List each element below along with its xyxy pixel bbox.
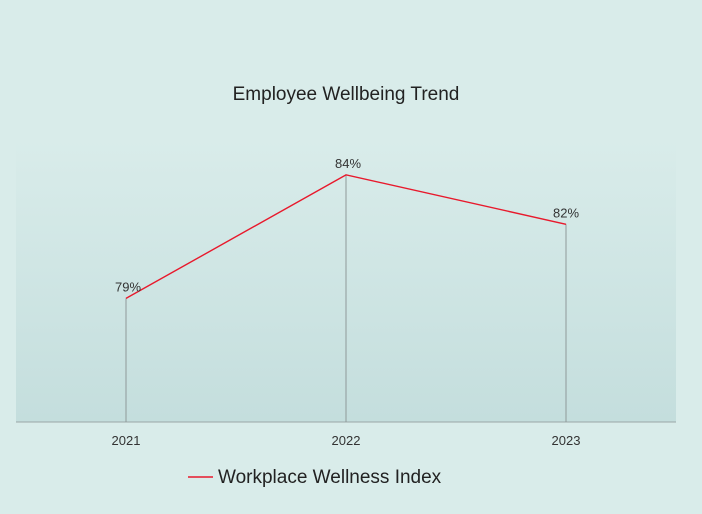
data-label-2023: 82% [553, 205, 579, 220]
series-line-workplace-wellness-index [125, 174, 567, 300]
x-tick-label-2023: 2023 [552, 433, 581, 448]
data-label-2022: 84% [335, 156, 361, 171]
legend: Workplace Wellness Index [188, 467, 442, 488]
x-tick-label-2022: 2022 [332, 433, 361, 448]
data-label-2021: 79% [115, 279, 141, 294]
x-tick-label-2021: 2021 [112, 433, 141, 448]
marks-layer: 79% 84% 82% 2021 2022 2023 [112, 156, 581, 448]
chart-title: Employee Wellbeing Trend [233, 84, 460, 105]
legend-label-workplace-wellness-index: Workplace Wellness Index [218, 467, 442, 488]
